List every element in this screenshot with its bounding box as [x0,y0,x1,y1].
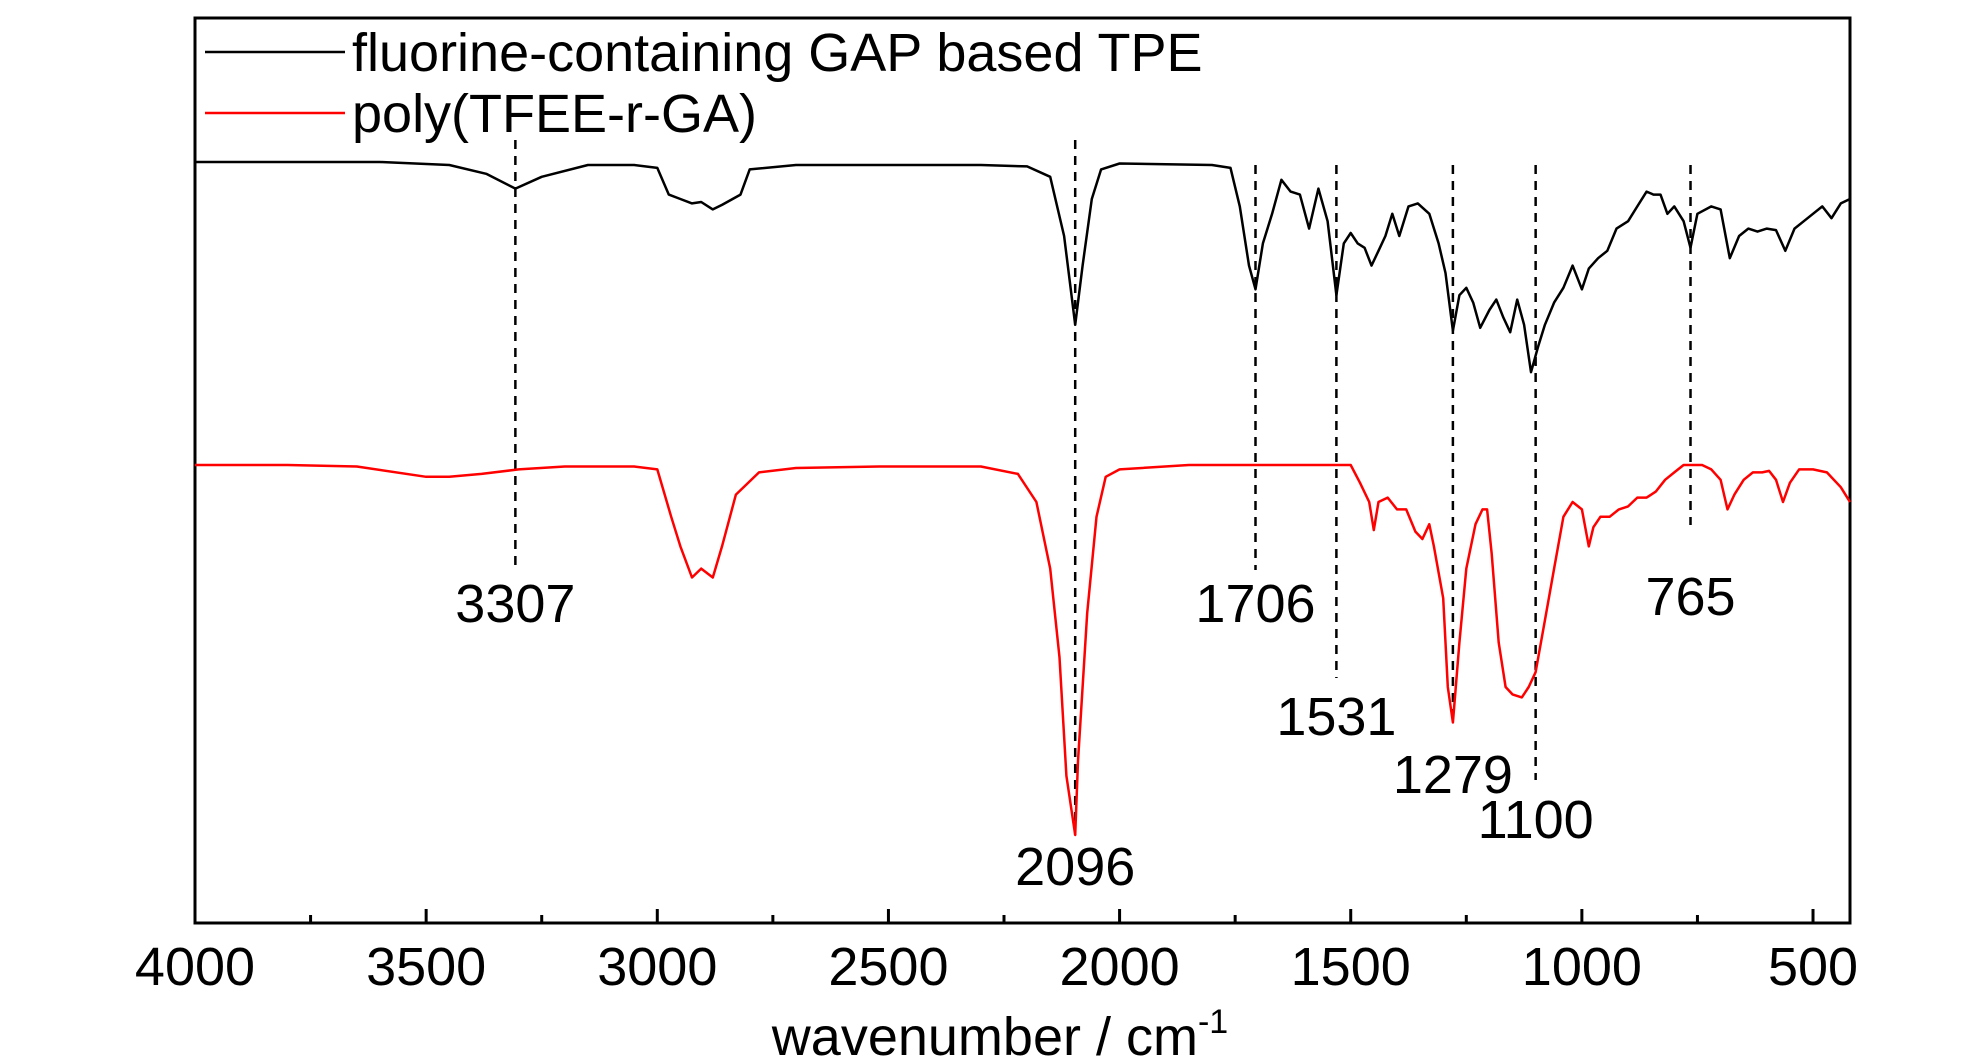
x-axis-ticks [193,909,1815,923]
legend: fluorine-containing GAP based TPEpoly(TF… [205,23,1203,144]
legend-label-2: poly(TFEE-r-GA) [352,84,757,144]
x-tick-label-3500: 3500 [366,937,486,997]
x-tick-label-2000: 2000 [1060,937,1180,997]
x-tick-label-1500: 1500 [1291,937,1411,997]
plot-frame [193,16,1852,925]
peak-label-1706: 1706 [1195,574,1315,634]
x-tick-label-500: 500 [1768,937,1858,997]
series-group [195,160,1852,837]
peak-marker-group [514,140,1692,835]
peak-label-765: 765 [1645,567,1735,627]
x-tick-label-4000: 4000 [135,937,255,997]
peak-label-3307: 3307 [455,574,575,634]
peak-label-1100: 1100 [1478,790,1594,850]
series-line-2 [195,463,1852,837]
x-axis-tick-labels: 4000 3500 3000 2500 2000 1500 1000 500 [135,937,1858,997]
series-line-1 [195,160,1851,374]
peak-label-2096: 2096 [1015,837,1135,897]
x-axis-label: wavenumber / cm-1 [771,1003,1228,1063]
x-axis-label-text: wavenumber / cm [771,1007,1198,1063]
peak-label-1531: 1531 [1276,687,1396,747]
x-tick-label-1000: 1000 [1522,937,1642,997]
peak-label-1279: 1279 [1393,745,1513,805]
x-tick-label-2500: 2500 [828,937,948,997]
x-axis-label-superscript: -1 [1198,1003,1228,1041]
x-tick-label-3000: 3000 [597,937,717,997]
legend-label-1: fluorine-containing GAP based TPE [352,23,1203,83]
